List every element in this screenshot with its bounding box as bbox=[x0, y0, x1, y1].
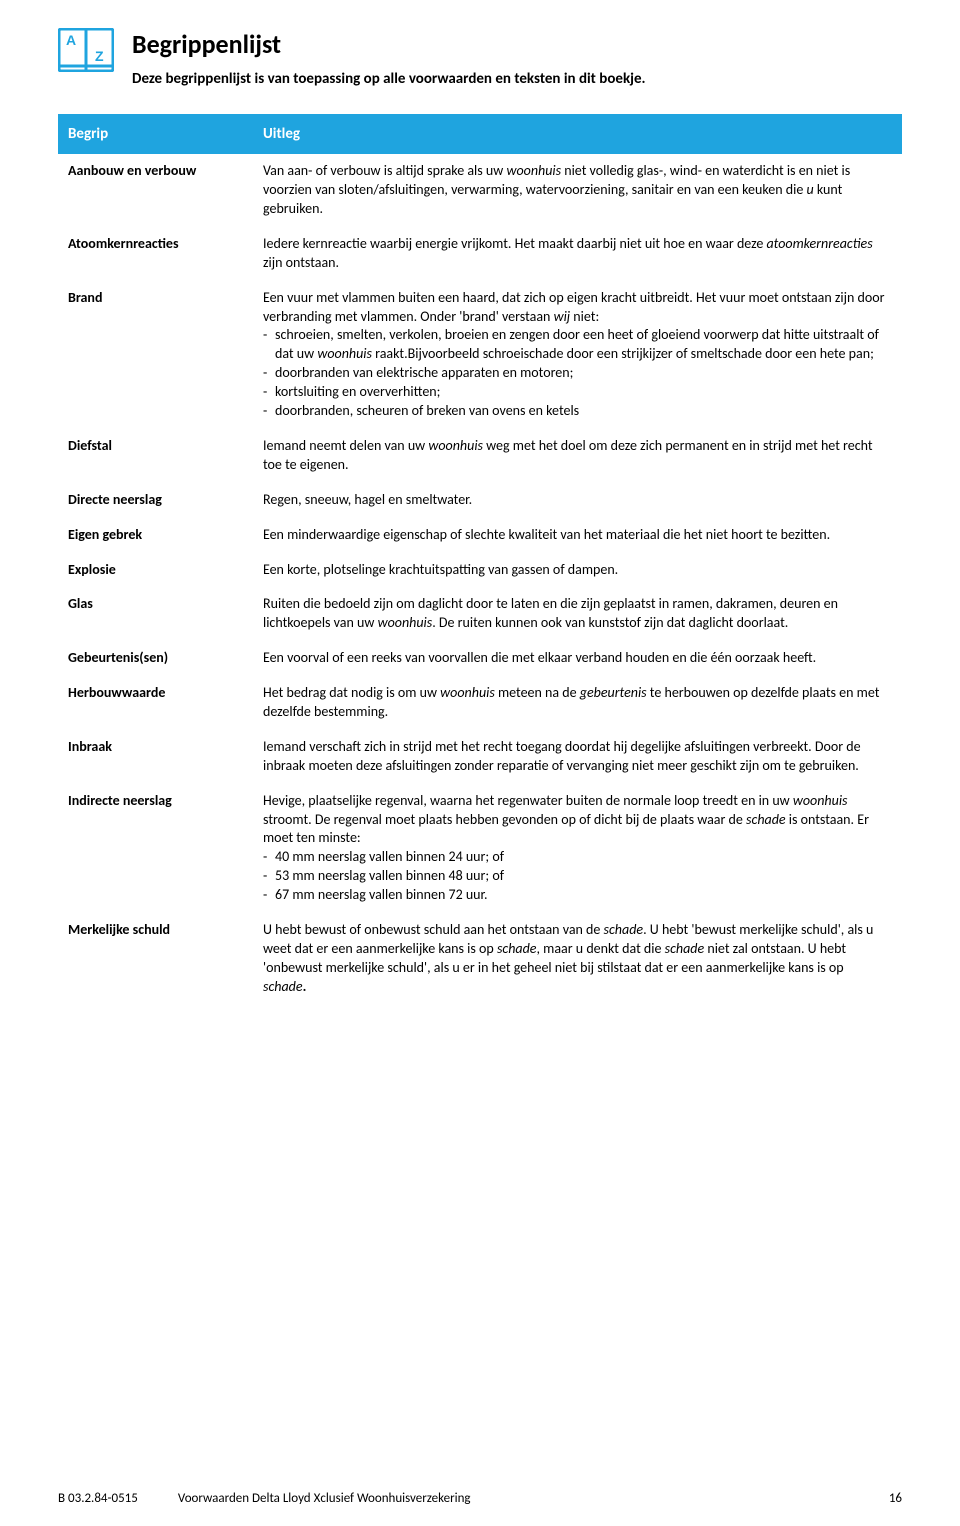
term-cell: Diefstal bbox=[58, 429, 253, 483]
glossary-az-icon: A Z bbox=[58, 28, 114, 72]
col-header-term: Begrip bbox=[58, 114, 253, 154]
table-row: InbraakIemand verschaft zich in strijd m… bbox=[58, 730, 902, 784]
svg-text:A: A bbox=[66, 32, 76, 48]
table-row: ExplosieEen korte, plotselinge krachtuit… bbox=[58, 553, 902, 588]
title-block: Begrippenlijst Deze begrippenlijst is va… bbox=[132, 28, 646, 106]
term-cell: Directe neerslag bbox=[58, 483, 253, 518]
term-cell: Aanbouw en verbouw bbox=[58, 154, 253, 227]
table-row: Aanbouw en verbouwVan aan- of verbouw is… bbox=[58, 154, 902, 227]
term-cell: Gebeurtenis(sen) bbox=[58, 641, 253, 676]
table-row: HerbouwwaardeHet bedrag dat nodig is om … bbox=[58, 676, 902, 730]
footer-code: B 03.2.84-0515 bbox=[58, 1491, 138, 1506]
definition-cell: Ruiten die bedoeld zijn om daglicht door… bbox=[253, 587, 902, 641]
term-cell: Explosie bbox=[58, 553, 253, 588]
table-row: Eigen gebrekEen minderwaardige eigenscha… bbox=[58, 518, 902, 553]
term-cell: Inbraak bbox=[58, 730, 253, 784]
definition-cell: Iemand neemt delen van uw woonhuis weg m… bbox=[253, 429, 902, 483]
definition-cell: Regen, sneeuw, hagel en smeltwater. bbox=[253, 483, 902, 518]
definition-cell: Iedere kernreactie waarbij energie vrijk… bbox=[253, 227, 902, 281]
term-cell: Atoomkernreacties bbox=[58, 227, 253, 281]
page-title: Begrippenlijst bbox=[132, 28, 646, 60]
definition-cell: Iemand verschaft zich in strijd met het … bbox=[253, 730, 902, 784]
table-row: BrandEen vuur met vlammen buiten een haa… bbox=[58, 281, 902, 429]
definition-cell: Een minderwaardige eigenschap of slechte… bbox=[253, 518, 902, 553]
term-cell: Glas bbox=[58, 587, 253, 641]
table-row: Directe neerslagRegen, sneeuw, hagel en … bbox=[58, 483, 902, 518]
table-row: AtoomkernreactiesIedere kernreactie waar… bbox=[58, 227, 902, 281]
table-row: Merkelijke schuldU hebt bewust of onbewu… bbox=[58, 913, 902, 1005]
term-cell: Indirecte neerslag bbox=[58, 784, 253, 913]
definition-cell: Het bedrag dat nodig is om uw woonhuis m… bbox=[253, 676, 902, 730]
definition-cell: U hebt bewust of onbewust schuld aan het… bbox=[253, 913, 902, 1005]
term-cell: Eigen gebrek bbox=[58, 518, 253, 553]
col-header-def: Uitleg bbox=[253, 114, 902, 154]
table-row: Indirecte neerslagHevige, plaatselijke r… bbox=[58, 784, 902, 913]
svg-text:Z: Z bbox=[95, 48, 104, 64]
definition-cell: Een vuur met vlammen buiten een haard, d… bbox=[253, 281, 902, 429]
term-cell: Merkelijke schuld bbox=[58, 913, 253, 1005]
definition-cell: Een korte, plotselinge krachtuitspatting… bbox=[253, 553, 902, 588]
footer-page-number: 16 bbox=[889, 1491, 902, 1506]
definition-cell: Hevige, plaatselijke regenval, waarna he… bbox=[253, 784, 902, 913]
table-row: DiefstalIemand neemt delen van uw woonhu… bbox=[58, 429, 902, 483]
table-row: Gebeurtenis(sen)Een voorval of een reeks… bbox=[58, 641, 902, 676]
table-row: GlasRuiten die bedoeld zijn om daglicht … bbox=[58, 587, 902, 641]
term-cell: Brand bbox=[58, 281, 253, 429]
term-cell: Herbouwwaarde bbox=[58, 676, 253, 730]
definition-cell: Van aan- of verbouw is altijd sprake als… bbox=[253, 154, 902, 227]
page-header: A Z Begrippenlijst Deze begrippenlijst i… bbox=[58, 28, 902, 106]
footer-doc: Voorwaarden Delta Lloyd Xclusief Woonhui… bbox=[178, 1491, 471, 1506]
page-footer: B 03.2.84-0515 Voorwaarden Delta Lloyd X… bbox=[58, 1491, 902, 1506]
page-subtitle: Deze begrippenlijst is van toepassing op… bbox=[132, 70, 646, 88]
definition-cell: Een voorval of een reeks van voorvallen … bbox=[253, 641, 902, 676]
glossary-table: Begrip Uitleg Aanbouw en verbouwVan aan-… bbox=[58, 114, 902, 1005]
